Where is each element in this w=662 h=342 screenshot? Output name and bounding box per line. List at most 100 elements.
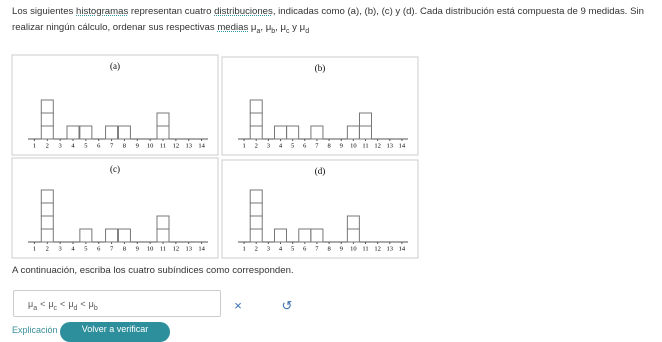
tick-label: 13: [387, 142, 394, 149]
square: [249, 125, 263, 140]
relation: <: [60, 299, 66, 309]
text: , indicadas como (a), (b), (c) y (d). Ca…: [12, 6, 644, 33]
subscript: a: [256, 27, 261, 35]
tick-label: 2: [46, 245, 49, 252]
square: [249, 189, 263, 204]
tick-label: 6: [97, 142, 101, 149]
tick-label: 8: [327, 142, 330, 149]
square: [40, 112, 54, 127]
subscript: c: [286, 27, 290, 35]
tick-label: 6: [303, 245, 307, 252]
square: [40, 189, 54, 204]
square: [249, 112, 263, 127]
square: [346, 228, 360, 243]
square: [249, 215, 263, 230]
tick-label: 9: [340, 142, 343, 149]
undo-button[interactable]: ↺: [281, 298, 293, 313]
square: [359, 112, 372, 127]
subscript: d: [73, 304, 78, 312]
square: [156, 125, 170, 140]
tick-label: 8: [327, 245, 330, 252]
tick-label: 9: [136, 245, 139, 252]
tick-label: 2: [46, 142, 49, 149]
tick-label: 14: [198, 245, 205, 252]
symbol: μ: [299, 22, 306, 33]
square: [156, 215, 170, 230]
tick-label: 1: [33, 142, 36, 149]
separator: ,: [275, 22, 281, 33]
tick-label: 9: [136, 142, 139, 149]
tick-label: 4: [71, 142, 75, 149]
tick-label: 13: [185, 142, 192, 149]
tick-label: 12: [374, 245, 381, 252]
square: [40, 202, 54, 217]
square: [79, 228, 93, 243]
tick-label: 12: [173, 142, 180, 149]
symbol: μ: [68, 299, 74, 309]
tick-label: 5: [291, 245, 294, 252]
square: [346, 215, 360, 230]
tick-label: 2: [255, 245, 258, 252]
question: Los siguientes histogramas representan c…: [12, 4, 657, 40]
explanation-link[interactable]: Explicación: [12, 325, 58, 335]
answer-box[interactable]: μa < μc < μd < μb: [13, 290, 221, 317]
panel-label: (d): [315, 166, 326, 176]
panel-frame: [11, 157, 219, 259]
square: [79, 125, 93, 140]
link: distribuciones: [214, 6, 273, 17]
clear-button[interactable]: ×: [234, 298, 242, 313]
symbol: μ: [88, 299, 94, 309]
panel-label: (c): [110, 164, 120, 174]
text: representan cuatro: [128, 6, 215, 17]
tick-label: 4: [71, 245, 75, 252]
symbol: μ: [48, 299, 54, 309]
subscript: c: [53, 304, 58, 312]
prompt: A continuación, escriba los cuatro subín…: [12, 265, 294, 276]
subscript: d: [305, 27, 310, 35]
square: [66, 125, 80, 140]
square: [310, 228, 324, 243]
tick-label: 12: [173, 245, 180, 252]
tick-label: 10: [147, 142, 154, 149]
square: [156, 228, 170, 243]
tick-label: 4: [279, 245, 283, 252]
text: Los siguientes: [12, 6, 76, 17]
tick-label: 10: [350, 142, 357, 149]
tick-label: 14: [198, 142, 205, 149]
tick-label: 5: [84, 142, 87, 149]
square: [40, 228, 54, 243]
tick-label: 13: [185, 245, 192, 252]
panel-label: (a): [110, 61, 120, 71]
symbol: μ: [280, 22, 287, 33]
tick-label: 7: [315, 142, 319, 149]
tick-label: 8: [123, 245, 126, 252]
tick-label: 6: [303, 142, 307, 149]
tick-label: 11: [160, 142, 166, 149]
tick-label: 11: [362, 245, 368, 252]
tick-label: 3: [267, 245, 270, 252]
square: [40, 125, 54, 140]
tick-label: 12: [374, 142, 381, 149]
square: [249, 202, 263, 217]
relation: <: [80, 299, 86, 309]
subscript: b: [271, 27, 276, 35]
link: medias: [217, 22, 249, 33]
tick-label: 13: [387, 245, 394, 252]
tick-label: 10: [350, 245, 357, 252]
tick-label: 7: [315, 245, 319, 252]
panel-label: (b): [315, 63, 326, 73]
square: [105, 125, 119, 140]
tick-label: 8: [123, 142, 126, 149]
panel-frame: [221, 159, 419, 259]
tick-label: 7: [110, 142, 114, 149]
square: [117, 228, 131, 243]
verify-button[interactable]: Volver a verificar: [60, 322, 170, 342]
page: {"question": {"text_1": "Los siguientes …: [11, 4, 657, 342]
tick-label: 7: [110, 245, 114, 252]
square: [40, 215, 54, 230]
square: [249, 99, 263, 114]
subscript: b: [93, 304, 98, 312]
tick-label: 5: [84, 245, 87, 252]
tick-label: 1: [242, 142, 245, 149]
relation: <: [40, 299, 46, 309]
